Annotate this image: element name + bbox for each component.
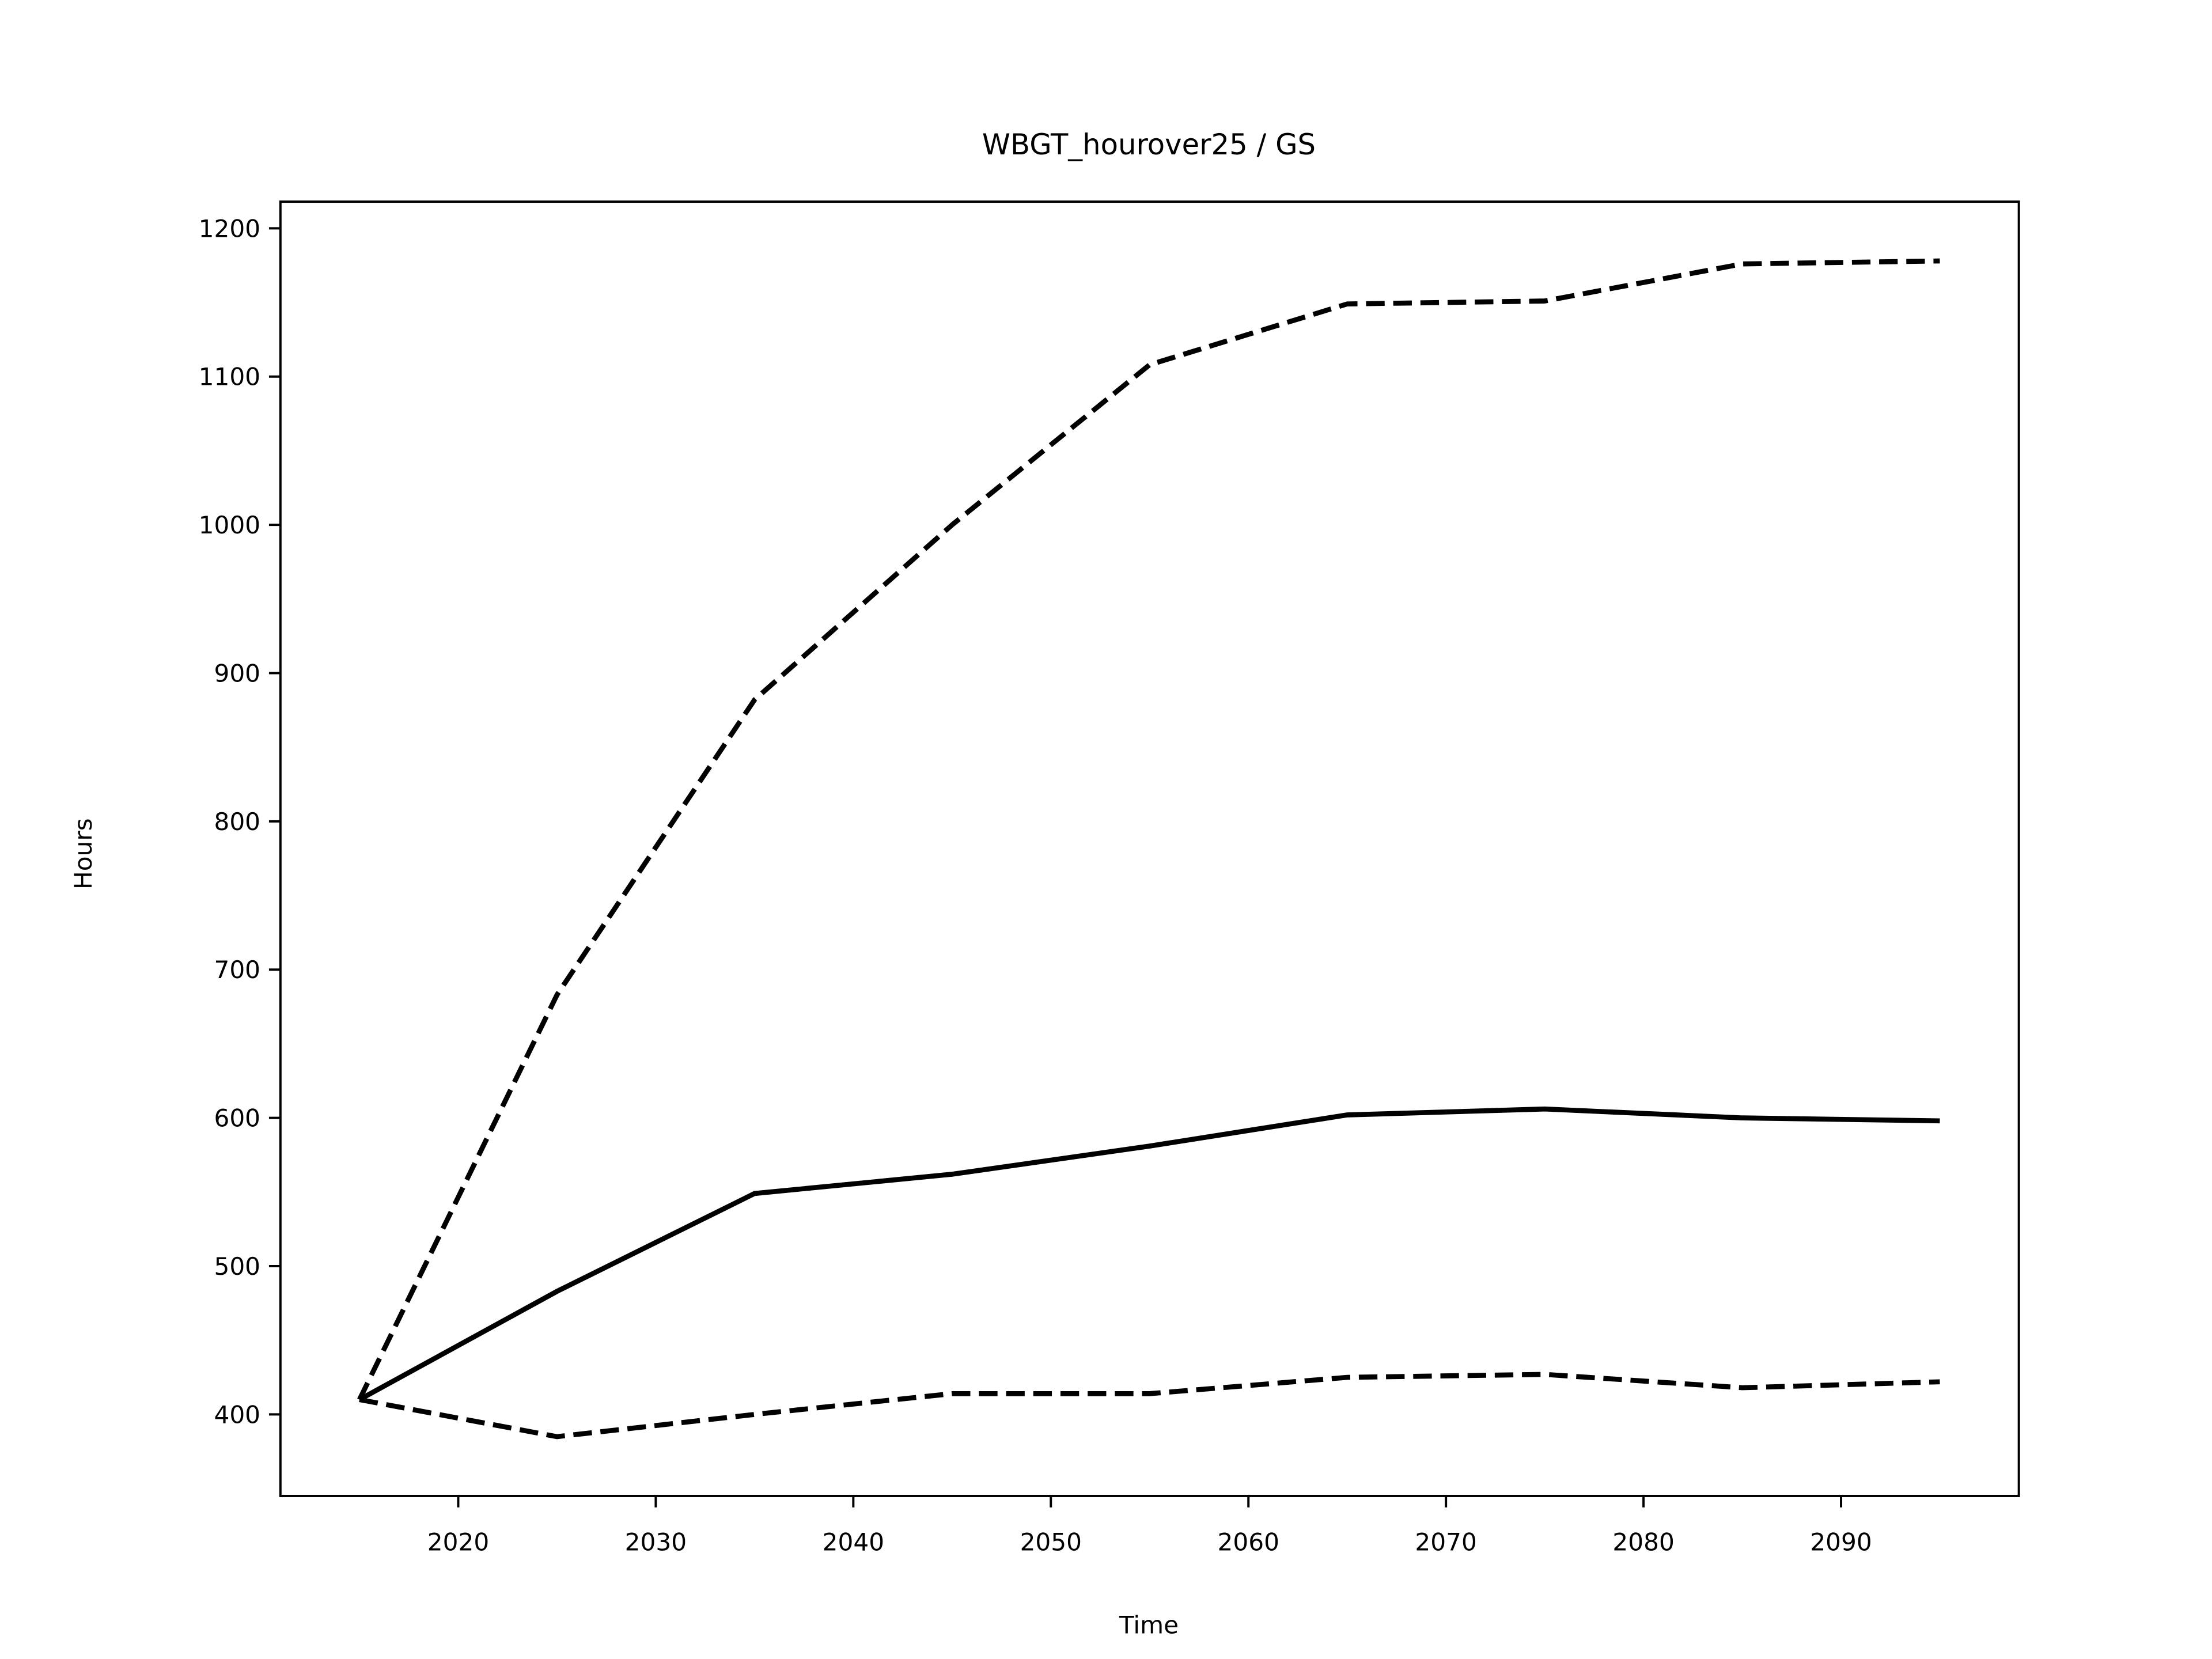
series-line bbox=[357, 258, 1940, 1401]
y-tick-label: 1000 bbox=[199, 511, 260, 539]
x-tick-label: 2080 bbox=[1612, 1528, 1674, 1556]
y-axis-label: Hours bbox=[69, 818, 97, 889]
plot-frame bbox=[279, 200, 2020, 1497]
x-axis-label: Time bbox=[1119, 1611, 1179, 1639]
series-line bbox=[359, 1372, 1940, 1440]
series-line bbox=[358, 1106, 1940, 1402]
y-tick-label: 400 bbox=[214, 1400, 260, 1429]
chart-title: WBGT_hourover25 / GS bbox=[982, 128, 1316, 161]
y-tick-label: 700 bbox=[214, 956, 260, 984]
x-tick-label: 2060 bbox=[1218, 1528, 1279, 1556]
x-tick-label: 2020 bbox=[427, 1528, 489, 1556]
y-tick-label: 900 bbox=[214, 659, 260, 687]
y-tick-label: 500 bbox=[214, 1252, 260, 1281]
x-tick-label: 2090 bbox=[1810, 1528, 1872, 1556]
y-tick-label: 800 bbox=[214, 808, 260, 836]
y-tick-label: 1100 bbox=[199, 363, 260, 391]
y-tick-label: 1200 bbox=[199, 214, 260, 243]
x-tick-label: 2030 bbox=[625, 1528, 687, 1556]
x-tick-label: 2070 bbox=[1415, 1528, 1476, 1556]
x-tick-label: 2040 bbox=[823, 1528, 884, 1556]
y-tick-label: 600 bbox=[214, 1104, 260, 1132]
x-tick-label: 2050 bbox=[1020, 1528, 1082, 1556]
